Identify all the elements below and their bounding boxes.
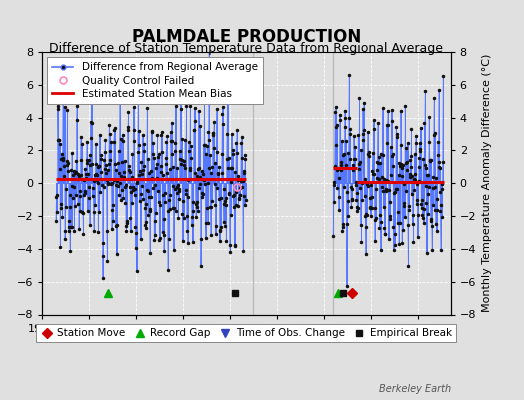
Text: Difference of Station Temperature Data from Regional Average: Difference of Station Temperature Data f…: [49, 42, 443, 55]
Y-axis label: Monthly Temperature Anomaly Difference (°C): Monthly Temperature Anomaly Difference (…: [482, 54, 492, 312]
Legend: Difference from Regional Average, Quality Control Failed, Estimated Station Mean: Difference from Regional Average, Qualit…: [47, 57, 263, 104]
Text: PALMDALE PRODUCTION: PALMDALE PRODUCTION: [132, 28, 361, 46]
Legend: Station Move, Record Gap, Time of Obs. Change, Empirical Break: Station Move, Record Gap, Time of Obs. C…: [36, 324, 456, 342]
Text: Berkeley Earth: Berkeley Earth: [378, 384, 451, 394]
